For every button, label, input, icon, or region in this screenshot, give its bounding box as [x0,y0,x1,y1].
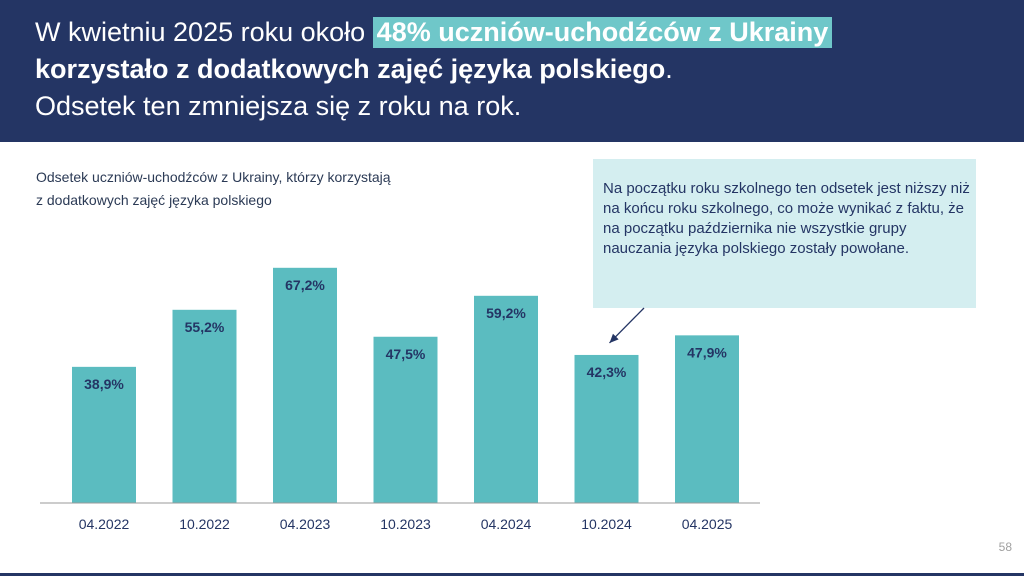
callout-arrowhead [609,333,619,343]
headline-bold: korzystało z dodatkowych zajęć języka po… [35,54,666,84]
data-label: 47,9% [687,344,727,360]
chart-caption-line2: z dodatkowych zajęć języka polskiego [36,192,272,208]
bar-04.2022 [72,366,136,503]
headline-line3: Odsetek ten zmniejsza się z roku na rok. [35,91,522,121]
chart-caption-line1: Odsetek uczniów-uchodźców z Ukrainy, któ… [36,169,391,185]
headline: W kwietniu 2025 roku około 48% uczniów-u… [35,14,995,125]
headline-prefix: W kwietniu 2025 roku około [35,17,373,47]
x-tick-label: 10.2024 [581,516,632,532]
bar-04.2023 [273,267,337,503]
header-banner: W kwietniu 2025 roku około 48% uczniów-u… [0,0,1024,142]
x-tick-label: 10.2022 [179,516,230,532]
x-tick-label: 04.2025 [682,516,733,532]
bar-10.2024 [574,354,639,503]
data-label: 67,2% [285,277,325,293]
headline-highlight: 48% uczniów-uchodźców z Ukrainy [372,17,833,48]
callout-text: Na początku roku szkolnego ten odsetek j… [603,180,970,257]
x-tick-label: 04.2024 [481,516,532,532]
bar-10.2023 [373,336,438,503]
bottom-rule [0,573,1024,576]
x-tick-label: 04.2023 [280,516,331,532]
callout-box: Na początku roku szkolnego ten odsetek j… [593,159,976,308]
headline-period: . [665,54,673,84]
page-number: 58 [998,540,1012,554]
data-label: 59,2% [486,305,526,321]
data-label: 42,3% [587,364,627,380]
x-tick-label: 10.2023 [380,516,431,532]
x-tick-label: 04.2022 [79,516,130,532]
bar-10.2022 [172,309,237,503]
bar-04.2025 [675,335,739,503]
data-label: 38,9% [84,376,124,392]
data-label: 47,5% [386,346,426,362]
data-label: 55,2% [185,319,225,335]
bar-04.2024 [474,295,538,503]
chart-caption: Odsetek uczniów-uchodźców z Ukrainy, któ… [36,166,506,212]
